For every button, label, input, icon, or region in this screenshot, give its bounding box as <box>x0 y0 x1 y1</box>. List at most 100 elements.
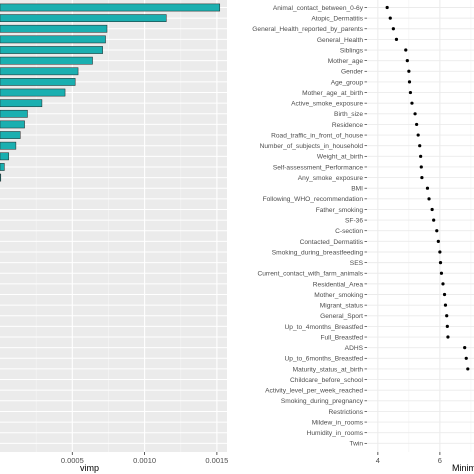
depth-plot-background <box>367 0 474 452</box>
depth-category-label: Twin <box>349 441 363 448</box>
depth-point <box>445 324 449 328</box>
vimp-tick-label: 0.0015 <box>205 456 228 465</box>
depth-point <box>407 80 412 84</box>
depth-category-label: ADHS <box>345 345 364 352</box>
vimp-bar <box>0 88 66 97</box>
vimp-bar <box>0 163 5 171</box>
depth-category-label: Up_to_6months_Breastfed <box>285 356 364 363</box>
depth-category-label: Gender <box>341 69 364 76</box>
vimp-tick-label: 0.0010 <box>133 456 156 465</box>
depth-point <box>466 367 470 371</box>
depth-point <box>420 175 424 180</box>
vimp-tick-label: 0.0005 <box>61 456 84 465</box>
depth-category-label: Following_WHO_recommendation <box>263 196 364 203</box>
vimp-bar <box>0 35 106 44</box>
depth-point <box>445 314 449 318</box>
depth-tick-label: 4 <box>376 456 380 465</box>
depth-category-label: Mother_age <box>328 58 364 65</box>
depth-category-label: Current_contact_with_farm_animals <box>257 271 363 278</box>
depth-category-label: Contacted_Dermatitis <box>300 239 364 246</box>
depth-category-label: General_Health <box>317 37 364 44</box>
depth-category-label: General_Health_reported_by_parents <box>252 26 363 33</box>
depth-point <box>404 48 408 52</box>
vimp-bar <box>0 24 108 33</box>
depth-point <box>464 356 468 360</box>
depth-category-label: Birth_size <box>334 111 363 118</box>
depth-point <box>435 229 439 233</box>
depth-point <box>439 271 444 275</box>
depth-point <box>430 207 434 212</box>
depth-point <box>438 261 443 265</box>
depth-category-label: SES <box>350 260 364 267</box>
depth-point <box>408 90 413 95</box>
vimp-bar <box>0 78 76 86</box>
vimp-panel: 0.0005 0.0010 0.0015 vimp <box>0 0 228 473</box>
depth-category-label: Full_Breastfed <box>320 334 363 341</box>
depth-point <box>385 5 389 10</box>
depth-category-label: Animal_contact_between_0-6y <box>273 5 364 12</box>
depth-category-label: Age_group <box>331 79 364 86</box>
depth-category-label: BMI <box>351 186 363 193</box>
vimp-x-axis-label: vimp <box>80 463 99 473</box>
depth-point <box>394 37 399 41</box>
depth-point <box>432 218 436 222</box>
depth-category-label: Atopic_Dermatitis <box>311 16 363 23</box>
minimal-depth-panel: Animal_contact_between_0-6y Atopic_Dermat… <box>252 0 474 473</box>
depth-point <box>418 144 422 148</box>
depth-point <box>441 282 445 286</box>
depth-category-label: Siblings <box>340 47 364 54</box>
depth-category-label: SF-36 <box>345 218 363 225</box>
depth-category-label: Up_to_4months_Breastfed <box>285 324 364 331</box>
vimp-bar <box>0 14 167 22</box>
depth-category-label: General_Sport <box>320 313 363 320</box>
vimp-bar <box>0 3 221 12</box>
depth-point <box>425 186 430 190</box>
vimp-bar <box>0 131 21 139</box>
vimp-bar <box>0 99 43 108</box>
depth-point <box>405 59 409 63</box>
depth-category-label: Number_of_subjects_in_household <box>260 143 364 150</box>
depth-category-label: Active_smoke_exposure <box>291 101 363 108</box>
depth-point <box>436 239 440 243</box>
depth-point <box>410 101 414 105</box>
depth-point <box>438 250 442 254</box>
depth-category-label: Smoking_during_breastfeeding <box>272 249 364 256</box>
depth-point <box>446 335 450 339</box>
vimp-bar <box>0 141 17 150</box>
depth-category-label: Humidity_in_rooms <box>307 430 364 437</box>
depth-category-label: Maturity_status_at_birth <box>293 366 364 373</box>
depth-category-label: Activity_level_per_week_reached <box>265 388 363 395</box>
depth-category-label: Road_traffic_in_front_of_house <box>271 132 363 139</box>
vimp-plot-background <box>0 0 227 452</box>
depth-category-label: Mother_age_at_birth <box>302 90 363 97</box>
vimp-bar <box>0 173 2 182</box>
depth-category-label: Weight_at_birth <box>317 154 363 161</box>
depth-category-label: Self-assessment_Performance <box>273 164 363 171</box>
depth-point <box>427 197 431 201</box>
vimp-bar <box>0 46 103 54</box>
depth-point <box>442 292 447 297</box>
depth-point <box>407 69 411 73</box>
depth-category-label: Residential_Area <box>313 281 364 288</box>
depth-point <box>416 133 420 137</box>
depth-category-label: Childcare_before_school <box>290 377 363 384</box>
depth-category-label: C-section <box>335 228 363 235</box>
depth-point <box>391 27 395 31</box>
vimp-bar <box>0 109 28 118</box>
vimp-bar <box>0 67 79 76</box>
depth-point <box>419 165 423 169</box>
vimp-bar <box>0 120 25 129</box>
depth-point <box>443 303 448 307</box>
depth-category-label: Mildew_in_rooms <box>312 419 364 426</box>
depth-point <box>415 122 419 127</box>
depth-category-label: Smoking_during_pregnancy <box>281 398 364 405</box>
depth-category-label: Migrant_status <box>320 303 364 310</box>
depth-category-label: Restrictions <box>329 409 364 416</box>
depth-x-axis-label: Minim <box>452 463 474 473</box>
depth-point <box>419 154 423 158</box>
depth-points <box>385 5 470 371</box>
depth-point <box>388 16 392 20</box>
vimp-x-axis-ticks: 0.0005 0.0010 0.0015 <box>61 452 228 465</box>
